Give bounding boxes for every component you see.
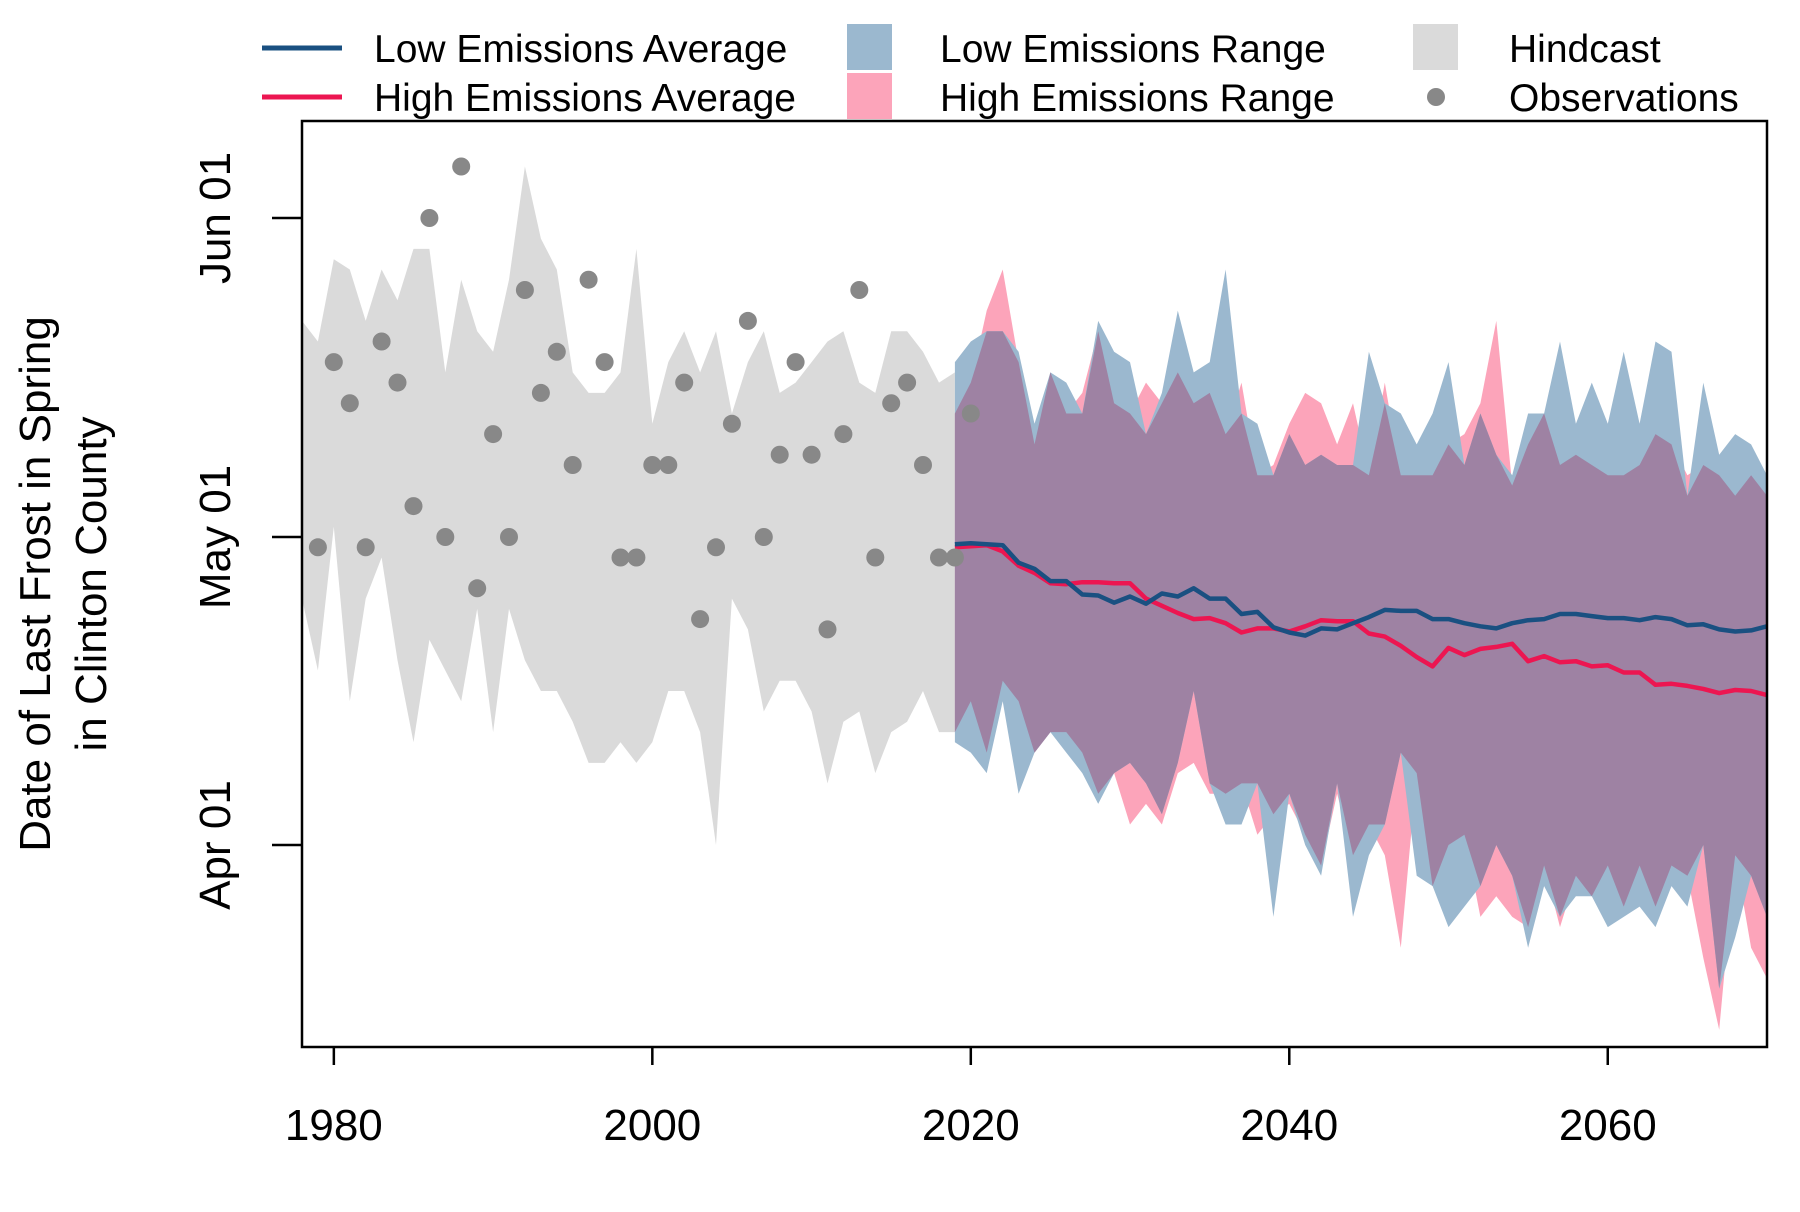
observation-point [515,281,534,299]
observation-point [563,456,582,474]
observation-point [770,445,789,464]
legend-label-hindcast: Hindcast [1509,28,1661,71]
observation-point [866,548,885,567]
observation-point [340,394,359,413]
observation-point [945,548,964,567]
observation-point [818,620,837,639]
y-tick-label: Apr 01 [191,780,240,910]
legend-label-high-avg: High Emissions Average [374,77,796,120]
observation-point [882,394,901,413]
observation-point [436,528,455,546]
observation-point [388,373,407,392]
observation-point [786,353,805,372]
observation-point [468,579,487,598]
observation-point [308,538,327,557]
observation-point [356,538,375,557]
observation-point [547,342,566,361]
observation-point [914,456,932,474]
observation-point [659,456,678,474]
observation-point [404,497,423,516]
legend-label-observations: Observations [1509,77,1739,120]
high-emissions-average-line [954,542,1767,698]
emissions-range-overlap-band [954,331,1767,989]
y-axis-title: Date of Last Frost in Spring in Clinton … [11,316,116,852]
observation-point [531,383,550,402]
observation-point [595,353,614,372]
observation-point [484,425,503,444]
observation-point [802,445,821,464]
y-tick-label: Jun 01 [191,152,240,284]
observation-point [627,548,646,567]
observation-point [452,157,471,176]
observation-point [707,538,725,557]
hindcast-range-band [302,166,955,845]
legend-label-low-avg: Low Emissions Average [374,28,787,71]
observation-point [722,414,741,433]
x-tick-label: 2020 [922,1101,1020,1150]
observation-point [675,373,694,392]
legend-swatch-observations [1427,88,1445,106]
x-tick-label: 2000 [603,1101,701,1150]
observation-point [898,373,917,392]
low-emissions-average-line [954,540,1767,638]
y-tick-label: May 01 [191,465,240,609]
legend: Low Emissions Average High Emissions Ave… [262,24,1739,120]
y-axis-title-line-2: in Clinton County [67,416,116,751]
observation-point [500,528,518,546]
observation-point [579,270,598,289]
legend-label-low-range: Low Emissions Range [940,28,1326,71]
x-tick-label: 2040 [1240,1101,1338,1150]
observation-point [324,353,343,372]
legend-swatch-low-range [847,24,892,70]
y-axis-title-line-1: Date of Last Frost in Spring [11,316,60,852]
legend-label-high-range: High Emissions Range [940,77,1335,120]
x-tick-label: 1980 [285,1101,383,1150]
legend-swatch-high-range [847,73,892,119]
observation-point [930,548,948,567]
plot-frame [300,119,1769,1049]
observation-point [738,311,757,330]
observation-point [691,610,710,629]
y-axis: Apr 01 May 01 Jun 01 [191,152,302,910]
observation-point [754,528,773,546]
observation-point [834,425,853,444]
observation-point [611,548,630,567]
observation-point [372,332,391,351]
legend-swatch-hindcast [1413,24,1458,70]
x-axis: 1980 2000 2020 2040 2060 [285,1047,1657,1150]
observation-point [643,456,662,474]
x-tick-label: 2060 [1559,1101,1657,1150]
observation-point [850,281,869,299]
observation-point [961,404,980,423]
observation-point [420,209,439,227]
